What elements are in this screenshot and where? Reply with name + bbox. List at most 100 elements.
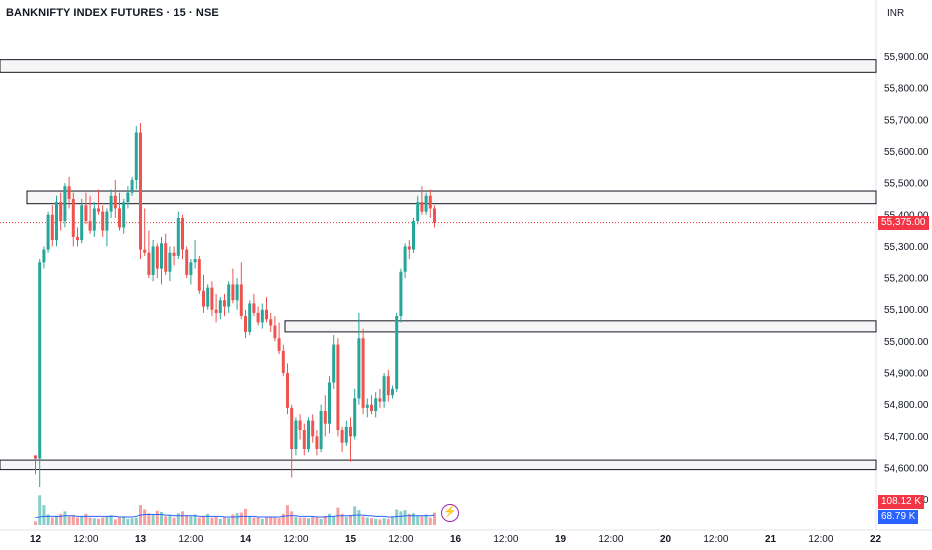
candle-body <box>50 214 54 241</box>
x-tick-label: 12:00 <box>388 534 413 545</box>
candle-body <box>80 205 84 241</box>
candle-body <box>139 132 142 250</box>
candle-body <box>340 430 344 443</box>
volume-bar <box>302 517 306 525</box>
volume-bar <box>71 515 75 525</box>
candle-body <box>290 407 294 450</box>
y-tick-label: 55,800.00 <box>884 84 929 95</box>
candle-body <box>235 284 239 301</box>
candle-body <box>55 202 58 241</box>
candle-body <box>76 236 79 241</box>
candle-body <box>433 208 436 223</box>
candle-body <box>336 344 340 431</box>
candle-body <box>353 398 357 437</box>
volume-bar <box>176 513 180 525</box>
volume-bar <box>63 511 67 525</box>
candle-body <box>365 404 369 408</box>
candle-body <box>88 221 92 231</box>
y-tick-label: 55,500.00 <box>884 179 929 190</box>
y-tick-label: 54,600.00 <box>884 464 929 475</box>
y-tick-label: 54,700.00 <box>884 432 929 443</box>
volume-bar <box>332 516 336 525</box>
volume-bar <box>189 516 193 525</box>
candle-body <box>92 208 96 231</box>
candle-body <box>59 202 63 222</box>
candle-body <box>42 249 46 263</box>
volume-bar <box>265 516 268 525</box>
x-tick-label: 22 <box>870 534 882 545</box>
candle-body <box>206 287 210 307</box>
candle-body <box>311 420 315 437</box>
candle-body <box>71 198 75 237</box>
candle-body <box>307 420 310 450</box>
x-tick-label: 12:00 <box>178 534 203 545</box>
candle-body <box>382 376 386 402</box>
candle-body <box>424 195 428 212</box>
x-tick-label: 12:00 <box>703 534 728 545</box>
y-tick-label: 55,100.00 <box>884 305 929 316</box>
volume-ma-line <box>35 513 435 519</box>
candle-body <box>252 303 256 313</box>
candle-body <box>122 202 126 228</box>
volume-bar <box>315 517 319 525</box>
candle-body <box>328 382 331 424</box>
x-tick-label: 21 <box>765 534 777 545</box>
last-price-tag: 55,375.00 <box>878 215 929 230</box>
candle-body <box>403 246 407 272</box>
x-tick-label: 16 <box>450 534 462 545</box>
candle-body <box>374 398 378 412</box>
volume-bar <box>319 518 323 525</box>
candle-body <box>332 344 336 383</box>
candle-body <box>248 303 252 332</box>
volume-bar <box>281 513 285 525</box>
volume-bar <box>84 513 88 525</box>
lightning-icon[interactable]: ⚡ <box>441 504 459 522</box>
volume-bar <box>147 513 151 525</box>
y-tick-label: 55,700.00 <box>884 115 929 126</box>
volume-bar <box>277 518 281 525</box>
volume-bar <box>424 514 428 525</box>
volume-bar <box>412 513 415 525</box>
candle-body <box>323 411 327 424</box>
candle-body <box>391 388 394 396</box>
candle-body <box>227 284 231 307</box>
volume-bar <box>76 517 79 525</box>
volume-bar <box>55 515 58 525</box>
volume-bar <box>344 516 348 525</box>
candle-body <box>344 426 348 443</box>
volume-bar <box>168 515 172 525</box>
volume-bar <box>290 511 294 525</box>
volume-bar <box>46 514 50 525</box>
volume-bar <box>172 517 176 525</box>
volume-bar <box>395 509 399 525</box>
candle-body <box>286 373 289 408</box>
volume-bar <box>118 517 121 525</box>
candle-body <box>134 132 138 180</box>
volume-bar <box>239 512 243 525</box>
y-tick-label: 55,300.00 <box>884 242 929 253</box>
volume-bar <box>269 516 273 525</box>
volume-bar <box>416 515 420 525</box>
volume-bar <box>336 507 340 525</box>
volume-bar <box>214 516 218 525</box>
candle-body <box>168 252 172 272</box>
x-tick-label: 14 <box>240 534 252 545</box>
candle-body <box>357 338 361 399</box>
candle-body <box>105 211 109 231</box>
volume-bar <box>59 513 63 525</box>
candle-body <box>412 221 415 250</box>
x-tick-label: 12:00 <box>283 534 308 545</box>
volume-bar <box>378 519 382 525</box>
candle-body <box>349 426 352 437</box>
volume-bar <box>231 514 235 525</box>
volume-bar <box>105 516 109 525</box>
volume-bar <box>97 518 100 525</box>
volume-bar <box>92 518 96 525</box>
candle-body <box>197 259 201 291</box>
candle-body <box>302 430 306 450</box>
y-tick-label: 55,200.00 <box>884 274 929 285</box>
candle-body <box>395 316 399 389</box>
volume-bar <box>206 513 210 525</box>
candle-body <box>386 376 390 396</box>
